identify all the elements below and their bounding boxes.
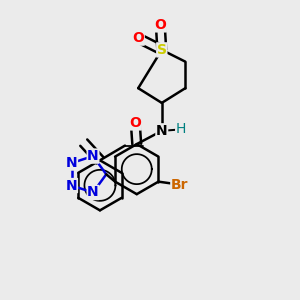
Text: N: N (66, 156, 77, 170)
Text: S: S (157, 43, 167, 57)
Text: O: O (132, 31, 144, 45)
Text: N: N (87, 185, 99, 200)
Text: N: N (87, 149, 99, 163)
Text: N: N (156, 124, 168, 138)
Text: Br: Br (171, 178, 188, 192)
Text: H: H (176, 122, 186, 136)
Text: O: O (129, 116, 141, 130)
Text: O: O (154, 18, 166, 32)
Text: N: N (66, 178, 77, 193)
